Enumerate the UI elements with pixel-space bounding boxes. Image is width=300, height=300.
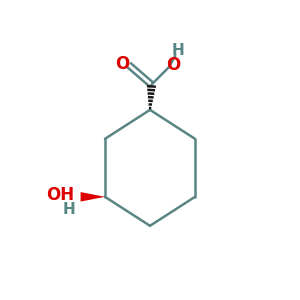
Polygon shape (81, 192, 105, 202)
Text: H: H (171, 43, 184, 58)
Text: OH: OH (46, 186, 75, 204)
Text: O: O (166, 56, 180, 74)
Text: O: O (116, 55, 130, 73)
Text: H: H (63, 202, 76, 217)
